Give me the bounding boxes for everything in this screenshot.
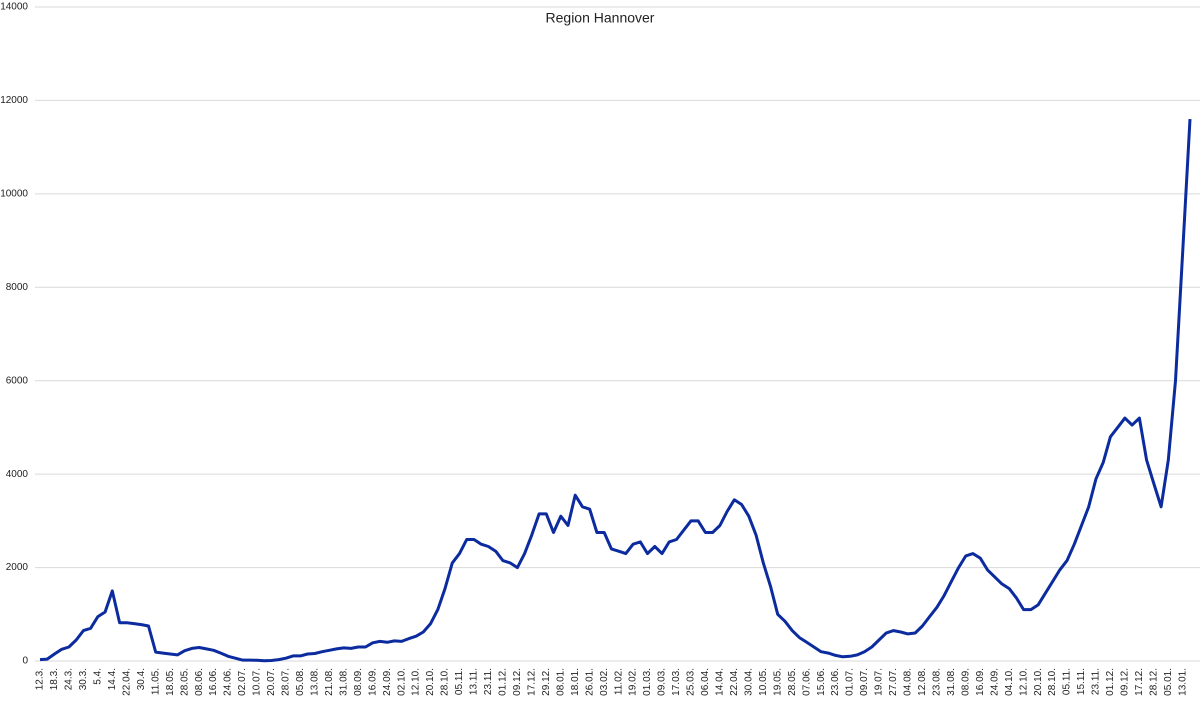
x-tick-label: 28.07. xyxy=(281,668,292,696)
y-tick-label: 0 xyxy=(22,656,28,667)
x-tick-label: 23.11. xyxy=(1091,668,1102,695)
x-tick-label: 20.10. xyxy=(1033,668,1044,696)
x-tick-label: 30.3. xyxy=(78,668,89,690)
x-tick-label: 02.10. xyxy=(396,668,407,696)
x-tick-label: 25.03. xyxy=(686,668,697,696)
x-tick-label: 09.12. xyxy=(1120,668,1131,696)
x-tick-label: 12.10. xyxy=(1018,668,1029,696)
x-tick-label: 09.12. xyxy=(512,668,523,696)
x-tick-label: 05.11. xyxy=(1062,668,1073,695)
x-tick-label: 19.05. xyxy=(772,668,783,696)
x-tick-label: 11.05. xyxy=(150,668,161,695)
x-tick-label: 10.07. xyxy=(252,668,263,696)
x-tick-label: 20.10. xyxy=(425,668,436,696)
x-tick-label: 20.07. xyxy=(266,668,277,696)
x-tick-label: 23.08. xyxy=(931,668,942,696)
y-tick-label: 12000 xyxy=(0,95,28,106)
y-tick-label: 6000 xyxy=(6,375,29,386)
x-tick-label: 05.11. xyxy=(454,668,465,695)
x-tick-label: 08.01. xyxy=(555,668,566,696)
x-tick-label: 15.11. xyxy=(1076,668,1087,695)
x-tick-label: 28.10. xyxy=(1047,668,1058,696)
x-tick-label: 12.10. xyxy=(411,668,422,696)
y-tick-label: 10000 xyxy=(0,188,28,199)
x-tick-label: 17.12. xyxy=(526,668,537,696)
x-tick-label: 23.11. xyxy=(483,668,494,695)
x-tick-label: 14.4. xyxy=(107,668,118,690)
x-tick-label: 28.05. xyxy=(787,668,798,696)
x-tick-label: 01.12. xyxy=(498,668,509,696)
x-tick-label: 30.4. xyxy=(136,668,147,690)
x-tick-label: 26.01. xyxy=(584,668,595,696)
x-tick-label: 28.10. xyxy=(440,668,451,696)
x-tick-label: 30.04. xyxy=(743,668,754,696)
x-tick-label: 22.04. xyxy=(729,668,740,696)
x-tick-label: 06.04. xyxy=(700,668,711,696)
y-tick-label: 14000 xyxy=(0,2,28,13)
x-tick-label: 01.07. xyxy=(845,668,856,696)
x-tick-label: 16.06. xyxy=(208,668,219,696)
x-tick-label: 07.06. xyxy=(801,668,812,696)
x-tick-label: 18.05. xyxy=(165,668,176,696)
x-tick-label: 31.08. xyxy=(946,668,957,696)
x-tick-label: 18.01. xyxy=(570,668,581,696)
x-tick-label: 14.04. xyxy=(715,668,726,696)
x-tick-label: 12.08. xyxy=(917,668,928,696)
x-tick-label: 19.07. xyxy=(874,668,885,696)
x-tick-label: 28.12. xyxy=(1148,668,1159,696)
x-tick-label: 17.03. xyxy=(671,668,682,696)
x-tick-label: 16.09. xyxy=(975,668,986,696)
x-tick-label: 04.08. xyxy=(903,668,914,696)
x-tick-label: 24.3. xyxy=(64,668,75,690)
x-tick-label: 13.08. xyxy=(309,668,320,696)
y-tick-label: 2000 xyxy=(6,562,29,573)
x-tick-label: 03.02. xyxy=(599,668,610,696)
x-tick-label: 19.02. xyxy=(628,668,639,696)
x-tick-label: 13.01. xyxy=(1177,668,1188,696)
chart-title: Region Hannover xyxy=(546,10,655,26)
x-tick-label: 12.3. xyxy=(35,668,46,690)
x-tick-label: 29.12. xyxy=(541,668,552,696)
y-tick-label: 4000 xyxy=(6,469,29,480)
x-tick-label: 13.11. xyxy=(469,668,480,695)
x-tick-label: 08.09. xyxy=(960,668,971,696)
x-tick-label: 24.09. xyxy=(989,668,1000,696)
x-tick-label: 09.03. xyxy=(657,668,668,696)
x-tick-label: 23.06. xyxy=(830,668,841,696)
x-tick-label: 15.06. xyxy=(816,668,827,696)
x-tick-label: 27.07. xyxy=(888,668,899,696)
x-tick-label: 21.08. xyxy=(324,668,335,696)
x-tick-label: 08.06. xyxy=(194,668,205,696)
x-tick-label: 18.3. xyxy=(49,668,60,690)
x-tick-label: 16.09. xyxy=(367,668,378,696)
y-tick-label: 8000 xyxy=(6,282,29,293)
x-tick-label: 05.01. xyxy=(1163,668,1174,696)
x-tick-label: 11.02. xyxy=(613,668,624,695)
x-tick-label: 01.03. xyxy=(642,668,653,696)
x-tick-label: 17.12. xyxy=(1134,668,1145,696)
x-tick-label: 28.05. xyxy=(179,668,190,696)
x-tick-label: 24.06. xyxy=(223,668,234,696)
x-tick-label: 08.09. xyxy=(353,668,364,696)
x-tick-label: 01.12. xyxy=(1105,668,1116,696)
x-tick-label: 02.07. xyxy=(237,668,248,696)
x-tick-label: 05.08. xyxy=(295,668,306,696)
x-tick-label: 31.08. xyxy=(338,668,349,696)
x-tick-label: 24.09. xyxy=(382,668,393,696)
x-tick-label: 09.07. xyxy=(859,668,870,696)
x-tick-label: 22.04. xyxy=(121,668,132,696)
x-tick-label: 10.05. xyxy=(758,668,769,696)
x-tick-label: 5.4. xyxy=(93,668,104,685)
data-line xyxy=(39,119,1192,663)
x-tick-label: 04.10. xyxy=(1004,668,1015,696)
